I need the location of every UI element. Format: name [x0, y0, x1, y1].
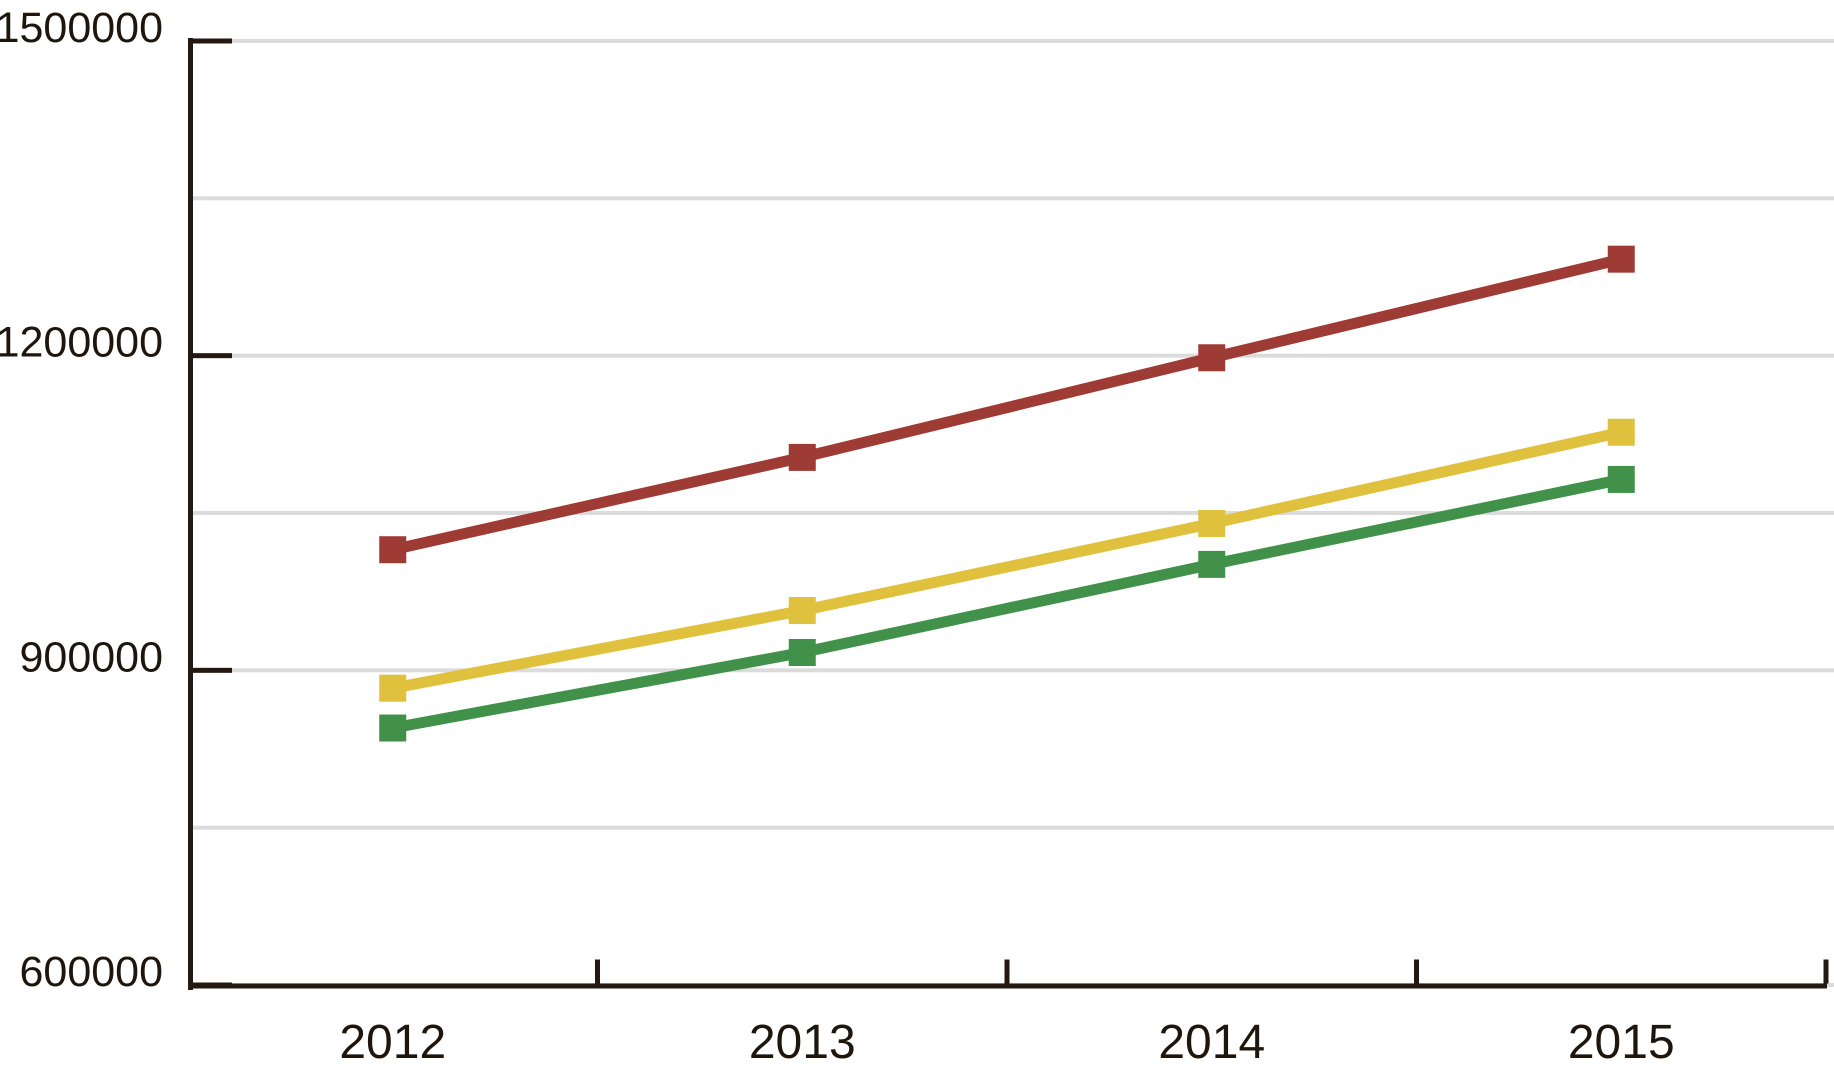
y-axis-line — [188, 38, 193, 990]
gridline-900000 — [193, 668, 1834, 673]
x-tick-4 — [1823, 959, 1829, 984]
gridline-750000 — [193, 825, 1834, 830]
x-tick-2 — [1004, 959, 1010, 984]
marker-series-green-2014 — [1198, 550, 1226, 578]
marker-series-green-2013 — [788, 639, 816, 667]
y-tick-label-900000: 900000 — [20, 633, 164, 681]
x-tick-label-2015: 2015 — [1568, 1016, 1675, 1069]
y-tick-label-600000: 600000 — [20, 948, 164, 996]
marker-series-green-2012 — [379, 714, 407, 742]
series-line-series-green — [391, 474, 1623, 734]
marker-series-green-2015 — [1607, 465, 1635, 493]
marker-series-yellow-2012 — [379, 674, 407, 702]
marker-series-red-2012 — [379, 536, 407, 564]
marker-series-yellow-2013 — [788, 597, 816, 625]
marker-series-yellow-2014 — [1198, 509, 1226, 537]
y-tick-label-1500000: 1500000 — [0, 4, 163, 52]
gridline-1050000 — [193, 511, 1834, 515]
y-tick-900000 — [188, 667, 232, 673]
gridline-1500000 — [193, 39, 1834, 43]
series-line-series-red — [391, 253, 1623, 556]
gridline-1200000 — [193, 353, 1834, 358]
gridline-1350000 — [193, 196, 1834, 201]
marker-series-yellow-2015 — [1607, 418, 1635, 446]
x-tick-label-2012: 2012 — [339, 1016, 446, 1069]
y-tick-label-1200000: 1200000 — [0, 319, 163, 367]
x-axis-line — [188, 983, 1827, 989]
x-tick-label-2013: 2013 — [749, 1016, 856, 1069]
y-tick-1200000 — [188, 353, 232, 359]
x-tick-1 — [595, 959, 600, 984]
y-tick-1500000 — [188, 38, 232, 44]
x-tick-3 — [1414, 959, 1419, 984]
marker-series-red-2013 — [788, 443, 816, 471]
series-line-series-yellow — [391, 426, 1623, 694]
marker-series-red-2014 — [1198, 344, 1226, 372]
marker-series-red-2015 — [1607, 245, 1635, 273]
x-tick-label-2014: 2014 — [1158, 1016, 1265, 1069]
